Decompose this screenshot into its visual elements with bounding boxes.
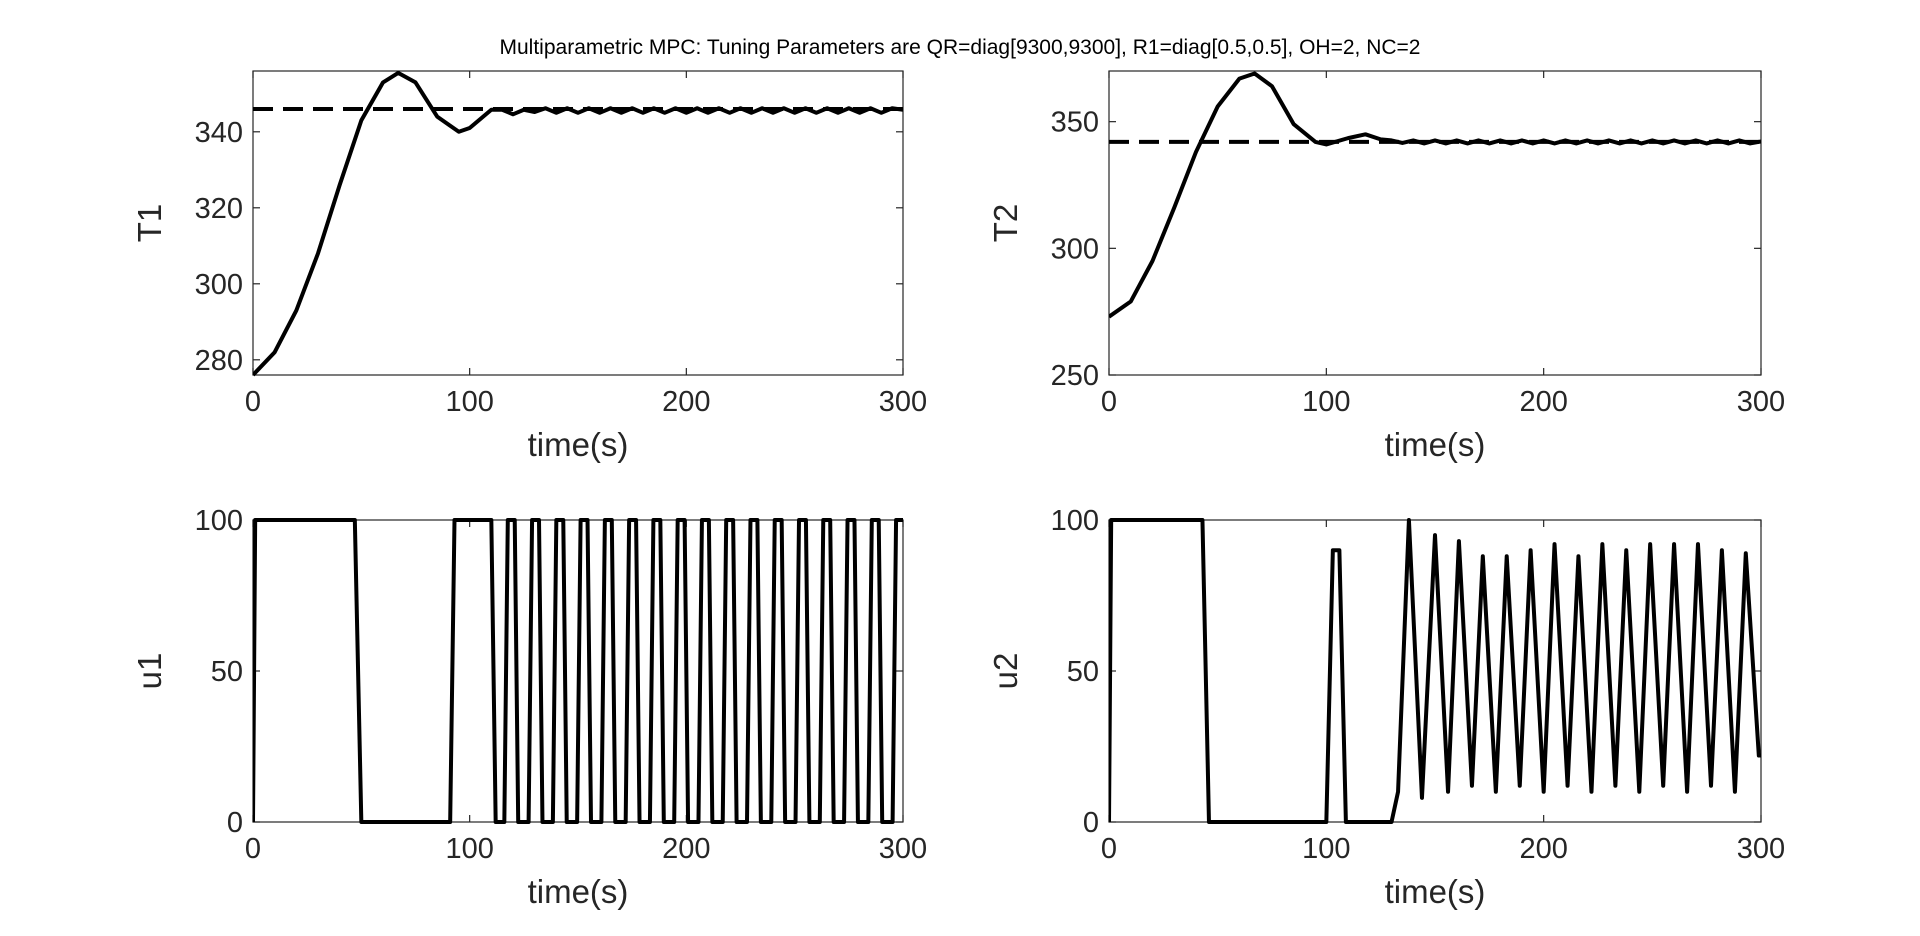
t1-response-line — [253, 70, 903, 377]
u2-xtick-label: 0 — [1101, 833, 1117, 865]
t2-xlabel: time(s) — [1385, 426, 1486, 463]
u2-xtick-label: 100 — [1302, 833, 1350, 865]
t2-xtick-label: 100 — [1302, 386, 1350, 418]
subplot-u1: 0 100 200 300 0 50 100 time(s) u1 — [131, 505, 927, 910]
t2-ylabel: T2 — [987, 204, 1024, 243]
figure-title: Multiparametric MPC: Tuning Parameters a… — [500, 36, 1421, 59]
t1-xtick-label: 100 — [445, 386, 493, 418]
u2-xtick-label: 200 — [1519, 833, 1567, 865]
t2-xtick-label: 0 — [1101, 386, 1117, 418]
t2-ytick-label: 350 — [1051, 107, 1099, 139]
u2-xtick-label: 300 — [1737, 833, 1785, 865]
u2-ytick-label: 50 — [1067, 656, 1099, 688]
u1-xtick-label: 300 — [879, 833, 927, 865]
t1-xlabel: time(s) — [528, 426, 629, 463]
u1-ytick-label: 50 — [211, 656, 243, 688]
t1-xtick-label: 0 — [245, 386, 261, 418]
t1-plot-area — [252, 70, 904, 376]
u2-ytick-label: 0 — [1083, 807, 1099, 839]
t2-response-line — [1109, 71, 1761, 319]
t1-ytick-label: 320 — [195, 193, 243, 225]
u1-xlabel: time(s) — [528, 873, 629, 910]
t2-ytick-label: 300 — [1051, 233, 1099, 265]
t1-ytick-label: 340 — [195, 117, 243, 149]
t2-ytick-label: 250 — [1051, 360, 1099, 392]
subplot-u2: 0 100 200 300 0 50 100 time(s) u2 — [987, 505, 1785, 910]
u1-xtick-label: 100 — [445, 833, 493, 865]
u2-xlabel: time(s) — [1385, 873, 1486, 910]
u1-response-line — [253, 518, 903, 824]
u2-ylabel: u2 — [987, 653, 1024, 690]
t2-xtick-label: 300 — [1737, 386, 1785, 418]
subplot-t2: 0 100 200 300 250 300 350 time(s) T2 — [987, 70, 1785, 463]
u1-xtick-label: 200 — [662, 833, 710, 865]
u1-xtick-label: 0 — [245, 833, 261, 865]
t1-ytick-label: 280 — [195, 345, 243, 377]
t1-xtick-label: 300 — [879, 386, 927, 418]
t1-ytick-label: 300 — [195, 269, 243, 301]
t2-plot-area — [1108, 70, 1762, 376]
u1-ytick-label: 100 — [195, 505, 243, 537]
t1-ylabel: T1 — [131, 204, 168, 243]
t1-xtick-label: 200 — [662, 386, 710, 418]
u2-response-line — [1109, 518, 1761, 824]
u1-ytick-label: 0 — [227, 807, 243, 839]
u2-ytick-label: 100 — [1051, 505, 1099, 537]
t2-xtick-label: 200 — [1519, 386, 1567, 418]
u1-ylabel: u1 — [131, 653, 168, 690]
subplot-t1: 0 100 200 300 280 300 320 340 time(s) T1 — [131, 70, 927, 463]
